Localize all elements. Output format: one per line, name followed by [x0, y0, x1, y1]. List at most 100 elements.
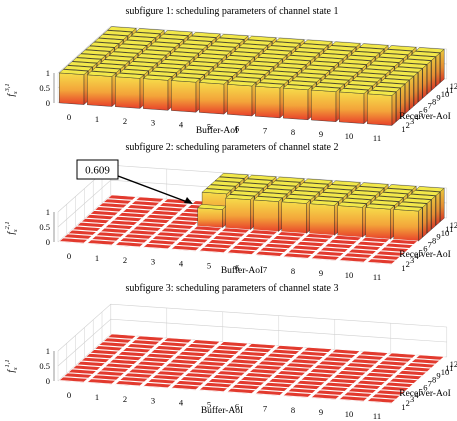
- bar-top: [160, 366, 191, 373]
- y-tick-label: 11: [445, 363, 453, 373]
- bar-top: [186, 35, 217, 42]
- bar-top: [309, 61, 339, 67]
- bar: [338, 88, 369, 125]
- y-tick-label: 12: [450, 359, 457, 369]
- bar-top: [360, 376, 391, 382]
- bar-top: [351, 383, 382, 390]
- subfigure-3-ylabel: Receiver-AoI: [399, 389, 451, 399]
- bar-top: [378, 53, 408, 59]
- bar: [366, 397, 397, 404]
- bar-top: [205, 352, 236, 359]
- bar-top: [310, 393, 341, 400]
- bar-top: [178, 43, 208, 50]
- bar-top: [151, 374, 182, 381]
- bar-top: [373, 364, 404, 371]
- bar-top: [393, 66, 423, 73]
- bar-top: [275, 37, 305, 44]
- bar-top: [247, 35, 277, 42]
- x-tick-label: 3: [151, 396, 155, 406]
- bar-top: [201, 356, 232, 363]
- annotation-arrowhead: [184, 197, 193, 204]
- bar-top: [248, 61, 279, 67]
- bar-side: [426, 60, 432, 95]
- bar: [198, 247, 229, 254]
- bar-top: [266, 352, 297, 359]
- bar-top: [382, 356, 413, 363]
- subfigure-3-bars: [58, 333, 445, 404]
- z-tick-label: 0: [46, 98, 50, 108]
- bar-top: [354, 186, 385, 192]
- bar-top: [347, 248, 378, 255]
- bar-top: [410, 51, 441, 57]
- bar: [58, 69, 89, 106]
- bar-top: [280, 366, 311, 373]
- bar-top: [160, 59, 190, 65]
- bar-top: [369, 60, 400, 67]
- bar-top: [337, 62, 367, 69]
- bar-top: [406, 55, 436, 61]
- bar-top: [229, 51, 260, 58]
- bar-top: [58, 376, 89, 383]
- bar-top: [318, 53, 348, 59]
- bar-top: [198, 78, 229, 85]
- bar-top: [397, 370, 428, 376]
- bar-top: [219, 33, 249, 40]
- bar-side: [418, 68, 423, 103]
- bar-top: [285, 55, 316, 61]
- bar-top: [90, 374, 121, 381]
- bar-top: [338, 395, 369, 402]
- bar-top: [410, 190, 441, 196]
- bar-top: [154, 37, 184, 44]
- bar-front: [143, 78, 169, 111]
- bar-top: [216, 231, 247, 238]
- bar-top: [300, 68, 330, 75]
- y-tick-label: 12: [450, 220, 457, 230]
- x-tick-label: 0: [67, 251, 71, 261]
- bar-top: [328, 378, 359, 384]
- bar-top: [224, 362, 255, 369]
- bar-side: [391, 91, 396, 126]
- bar: [117, 351, 148, 358]
- bar-top: [118, 237, 149, 244]
- bar-top: [287, 80, 317, 87]
- bar-top: [314, 250, 345, 257]
- bar-top: [289, 358, 320, 365]
- bar-top: [182, 39, 212, 46]
- bar-front: [281, 201, 307, 234]
- x-tick-label: 0: [67, 390, 71, 400]
- bar: [393, 205, 423, 242]
- bar-top: [258, 385, 289, 392]
- bar-top: [266, 45, 296, 52]
- x-tick-label: 5: [207, 399, 211, 409]
- bar-top: [332, 66, 363, 73]
- bar-top: [252, 364, 283, 371]
- bar-top: [127, 229, 158, 236]
- bar-top: [369, 199, 400, 206]
- bar-top: [117, 351, 148, 357]
- bar-side: [422, 203, 427, 238]
- bar-top: [300, 237, 331, 243]
- bar-top: [188, 368, 219, 375]
- bar: [114, 241, 145, 248]
- bar-top: [380, 78, 410, 85]
- bar-top: [267, 378, 298, 384]
- bar: [365, 203, 395, 240]
- bar-top: [170, 384, 201, 390]
- bar-top: [230, 384, 261, 390]
- bar-top: [188, 229, 219, 236]
- x-tick-label: 9: [319, 407, 323, 417]
- bar-top: [67, 229, 98, 236]
- bar-top: [93, 345, 124, 352]
- bar: [366, 258, 397, 265]
- bar-top: [242, 178, 273, 185]
- bar-top: [331, 180, 361, 187]
- bar-side: [440, 187, 445, 223]
- bar-front: [339, 91, 365, 124]
- bar-top: [216, 370, 247, 377]
- bar: [225, 194, 255, 231]
- x-tick-label: 3: [151, 118, 155, 128]
- bar-top: [266, 184, 296, 191]
- bar-top: [203, 74, 233, 81]
